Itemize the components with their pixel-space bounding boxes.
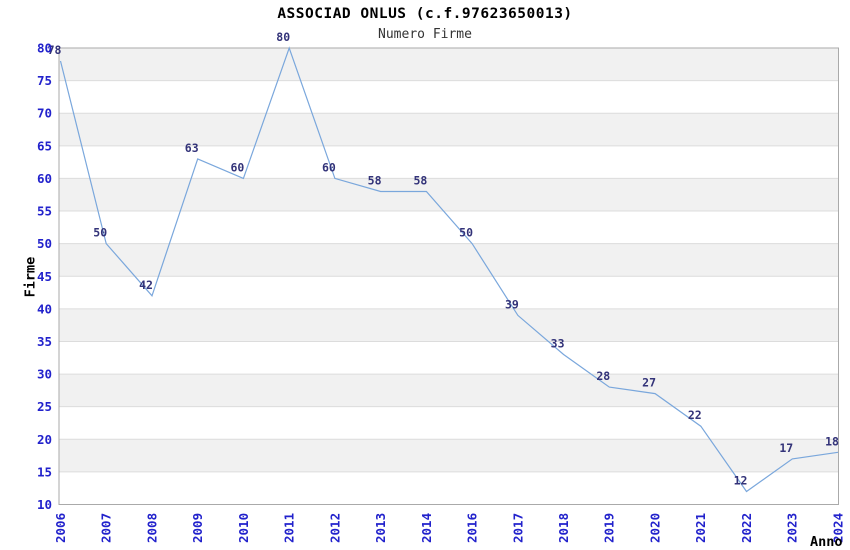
point-label: 60 <box>322 160 336 174</box>
point-label: 22 <box>688 408 702 422</box>
y-tick-label: 30 <box>37 367 52 382</box>
y-tick-label: 70 <box>37 106 52 121</box>
x-axis-tick-labels: 2006 2007 2008 2009 2010 2011 2012 2013 2014 2016… <box>53 513 846 543</box>
x-tick-label: 2009 <box>190 513 205 543</box>
point-label: 50 <box>459 226 473 240</box>
point-label: 63 <box>185 141 199 155</box>
x-tick-label: 2023 <box>785 513 800 543</box>
point-label: 28 <box>596 369 610 383</box>
y-tick-label: 50 <box>37 236 52 251</box>
x-tick-label: 2020 <box>647 513 662 543</box>
point-label: 12 <box>734 474 748 488</box>
series-line-numero-firme <box>59 46 839 493</box>
y-tick-label: 20 <box>37 432 52 447</box>
y-tick-label: 25 <box>37 399 52 414</box>
point-label: 50 <box>93 226 107 240</box>
x-tick-label: 2022 <box>739 513 754 543</box>
y-tick-label: 80 <box>37 41 52 56</box>
y-axis-title: Firme <box>23 257 39 298</box>
y-tick-label: 10 <box>37 497 52 512</box>
chart-subtitle: Numero Firme <box>378 27 472 42</box>
y-tick-label: 75 <box>37 73 52 88</box>
x-tick-label: 2012 <box>327 513 342 543</box>
x-tick-label: 2007 <box>99 513 114 543</box>
gridlines <box>59 80 839 473</box>
point-label: 17 <box>779 441 793 455</box>
point-label: 60 <box>230 160 244 174</box>
point-label: 80 <box>276 30 290 44</box>
y-tick-label: 65 <box>37 138 52 153</box>
x-tick-label: 2017 <box>510 513 525 543</box>
y-tick-label: 45 <box>37 269 52 284</box>
point-label: 58 <box>368 174 382 188</box>
plot-border <box>58 47 839 505</box>
y-tick-label: 60 <box>37 171 52 186</box>
x-tick-label: 2018 <box>556 513 571 543</box>
grid-bands <box>59 48 839 472</box>
axis-titles: Firme Anno <box>23 257 843 550</box>
y-tick-label: 35 <box>37 334 52 349</box>
point-label: 33 <box>551 337 565 351</box>
point-value-labels: 78 50 42 63 60 80 60 58 58 50 39 33 28 27 22 12 17 18 <box>48 30 839 488</box>
point-label: 42 <box>139 278 153 292</box>
x-tick-label: 2014 <box>419 513 434 543</box>
point-label: 18 <box>825 434 839 448</box>
y-tick-label: 15 <box>37 464 52 479</box>
x-tick-label: 2021 <box>693 513 708 543</box>
x-tick-label: 2010 <box>236 513 251 543</box>
point-label: 27 <box>642 376 656 390</box>
y-tick-label: 55 <box>37 204 52 219</box>
x-tick-label: 2006 <box>53 513 68 543</box>
x-tick-label: 2019 <box>602 513 617 543</box>
x-tick-label: 2008 <box>144 513 159 543</box>
x-axis-title: Anno <box>810 534 843 550</box>
chart-title: ASSOCIAD ONLUS (c.f.97623650013) <box>277 6 573 22</box>
point-label: 39 <box>505 297 519 311</box>
point-label: 78 <box>48 43 62 57</box>
x-tick-label: 2013 <box>373 513 388 543</box>
x-tick-label: 2011 <box>282 513 297 543</box>
x-tick-label: 2016 <box>464 513 479 543</box>
y-axis-tick-labels: 80 75 70 65 60 55 50 45 40 35 30 25 20 15 10 <box>37 41 52 513</box>
point-label: 58 <box>413 174 427 188</box>
y-tick-label: 40 <box>37 301 52 316</box>
x-tick-label: 2024 <box>830 513 845 543</box>
